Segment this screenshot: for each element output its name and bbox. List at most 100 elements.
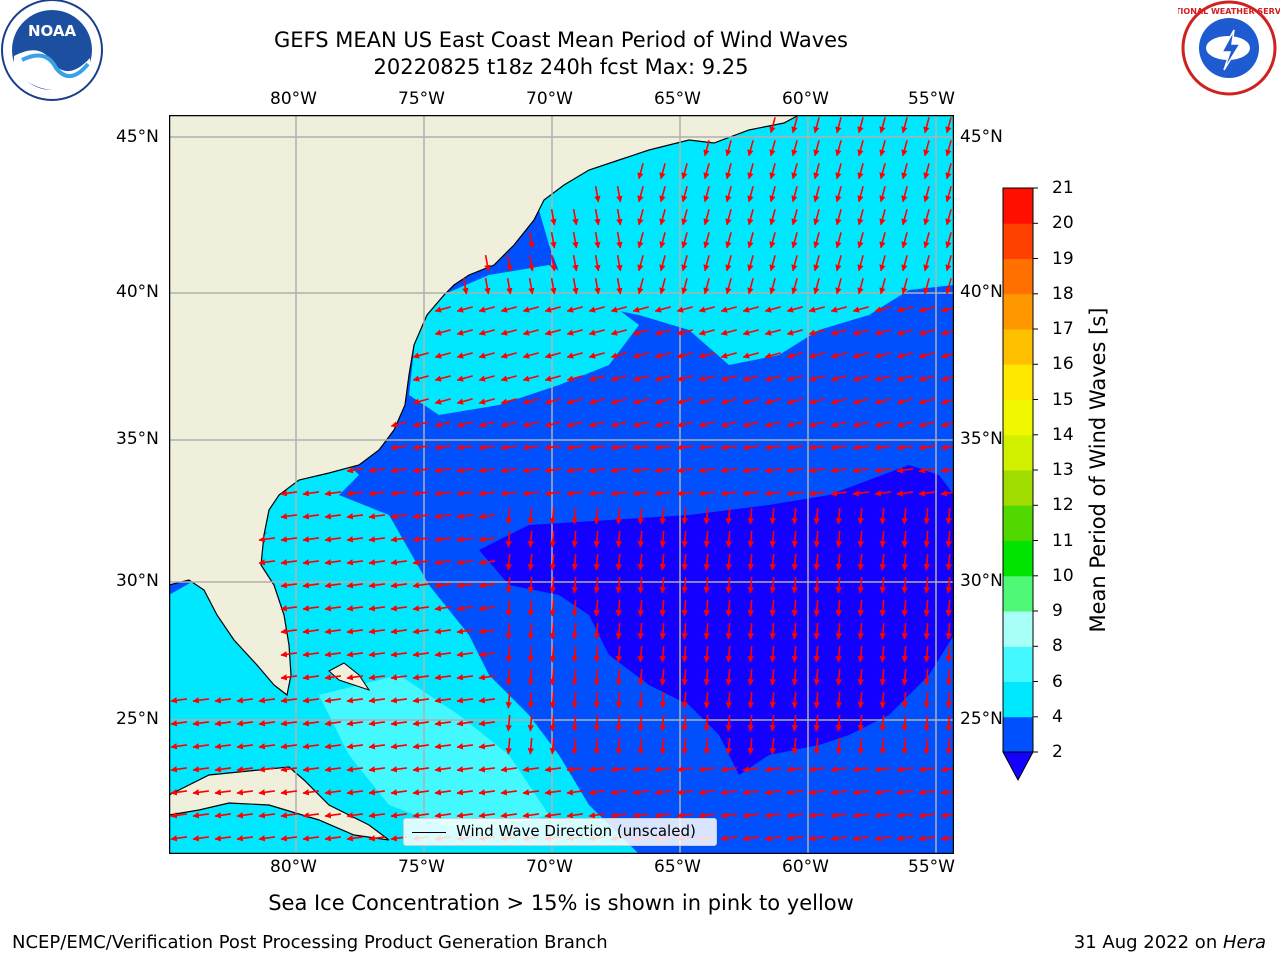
wave-direction-arrow	[720, 306, 737, 313]
wave-direction-arrow	[522, 444, 540, 451]
wave-direction-arrow	[236, 766, 254, 773]
wave-direction-arrow	[544, 490, 562, 497]
wave-direction-arrow	[791, 117, 798, 134]
wave-direction-arrow	[901, 209, 908, 226]
wave-direction-arrow	[616, 277, 623, 295]
wave-direction-arrow	[368, 559, 386, 566]
wave-direction-arrow	[720, 329, 737, 336]
wave-direction-arrow	[764, 789, 782, 796]
wave-direction-arrow	[346, 812, 364, 819]
wave-direction-arrow	[791, 714, 798, 732]
wave-direction-arrow	[940, 306, 954, 313]
lon-label-top-70w: 70°W	[526, 89, 573, 109]
wave-direction-arrow	[544, 421, 561, 428]
wave-direction-arrow	[742, 835, 760, 842]
wave-direction-arrow	[791, 232, 798, 249]
colorbar-segment	[1003, 329, 1033, 365]
wave-direction-arrow	[170, 789, 188, 796]
wave-direction-arrow	[857, 599, 864, 617]
wave-direction-arrow	[478, 398, 495, 405]
wave-direction-arrow	[681, 163, 688, 180]
wave-direction-arrow	[500, 352, 517, 359]
wave-direction-arrow	[896, 306, 913, 313]
wave-direction-arrow	[918, 789, 936, 796]
wave-direction-arrow	[610, 329, 627, 336]
wave-direction-arrow	[852, 421, 869, 428]
wave-direction-arrow	[835, 714, 842, 732]
wave-direction-arrow	[835, 691, 842, 709]
wave-direction-arrow	[786, 835, 804, 842]
wave-direction-arrow	[879, 186, 886, 203]
wave-direction-arrow	[857, 117, 864, 134]
wave-direction-arrow	[192, 789, 210, 796]
wave-direction-arrow	[681, 507, 688, 525]
colorbar-tick-label: 8	[1052, 636, 1063, 657]
wave-direction-arrow	[571, 668, 578, 686]
wave-direction-arrow	[324, 812, 342, 819]
wave-direction-arrow	[720, 444, 738, 451]
wave-direction-arrow	[874, 812, 892, 819]
wave-direction-arrow	[874, 789, 892, 796]
wave-direction-arrow	[478, 743, 496, 750]
wave-direction-arrow	[747, 645, 754, 663]
wave-direction-arrow	[901, 186, 908, 203]
wave-direction-arrow	[500, 421, 517, 428]
wave-direction-arrow	[852, 766, 870, 773]
wave-direction-arrow	[478, 605, 496, 612]
wave-direction-arrow	[571, 737, 578, 755]
wave-direction-arrow	[522, 329, 539, 336]
wave-direction-arrow	[505, 530, 512, 548]
colorbar-segment	[1003, 611, 1033, 647]
wave-direction-arrow	[901, 140, 908, 157]
wave-direction-arrow	[505, 599, 512, 617]
wave-direction-arrow	[830, 421, 847, 428]
wave-direction-arrow	[786, 812, 804, 819]
wave-direction-arrow	[170, 835, 188, 842]
wave-direction-arrow	[550, 277, 557, 295]
wave-direction-arrow	[698, 375, 715, 382]
wave-direction-arrow	[879, 163, 886, 180]
wave-direction-arrow	[720, 835, 738, 842]
wave-direction-arrow	[703, 691, 710, 709]
wind-wave-arrows	[170, 117, 954, 842]
wave-direction-arrow	[742, 444, 760, 451]
wave-direction-arrow	[593, 691, 600, 709]
wave-direction-arrow	[632, 812, 650, 819]
wave-direction-arrow	[813, 668, 820, 686]
wave-direction-arrow	[544, 329, 561, 336]
wave-direction-arrow	[478, 651, 496, 658]
wave-direction-arrow	[659, 622, 666, 640]
wave-direction-arrow	[280, 536, 298, 543]
wave-direction-arrow	[681, 622, 688, 640]
wave-direction-arrow	[522, 352, 539, 359]
wave-direction-arrow	[550, 208, 557, 226]
wave-direction-arrow	[505, 645, 512, 663]
wave-direction-arrow	[813, 232, 820, 249]
wave-direction-arrow	[588, 490, 606, 497]
wave-direction-arrow	[346, 513, 364, 520]
wave-direction-arrow	[698, 490, 716, 497]
wave-direction-arrow	[302, 743, 320, 750]
wave-direction-arrow	[368, 766, 386, 773]
wave-direction-arrow	[572, 231, 579, 249]
wave-direction-arrow	[632, 421, 649, 428]
lon-label-bottom-65w: 65°W	[654, 857, 701, 877]
wave-direction-arrow	[549, 599, 556, 617]
wave-direction-arrow	[659, 209, 666, 226]
wave-direction-arrow	[544, 467, 562, 474]
wave-direction-arrow	[786, 375, 803, 382]
wave-direction-arrow	[896, 329, 913, 336]
colorbar	[1002, 187, 1038, 782]
colorbar-tick-label: 14	[1052, 424, 1074, 445]
wave-direction-arrow	[571, 599, 578, 617]
colorbar-tick-label: 11	[1052, 530, 1074, 551]
wave-direction-arrow	[769, 668, 776, 686]
wave-direction-arrow	[923, 553, 930, 571]
wave-direction-arrow	[434, 674, 452, 681]
wave-direction-arrow	[879, 714, 886, 732]
wave-direction-arrow	[874, 835, 892, 842]
wave-direction-arrow	[786, 329, 803, 336]
wave-direction-arrow	[659, 278, 666, 295]
wave-direction-arrow	[835, 209, 842, 226]
wave-direction-arrow	[302, 536, 320, 543]
